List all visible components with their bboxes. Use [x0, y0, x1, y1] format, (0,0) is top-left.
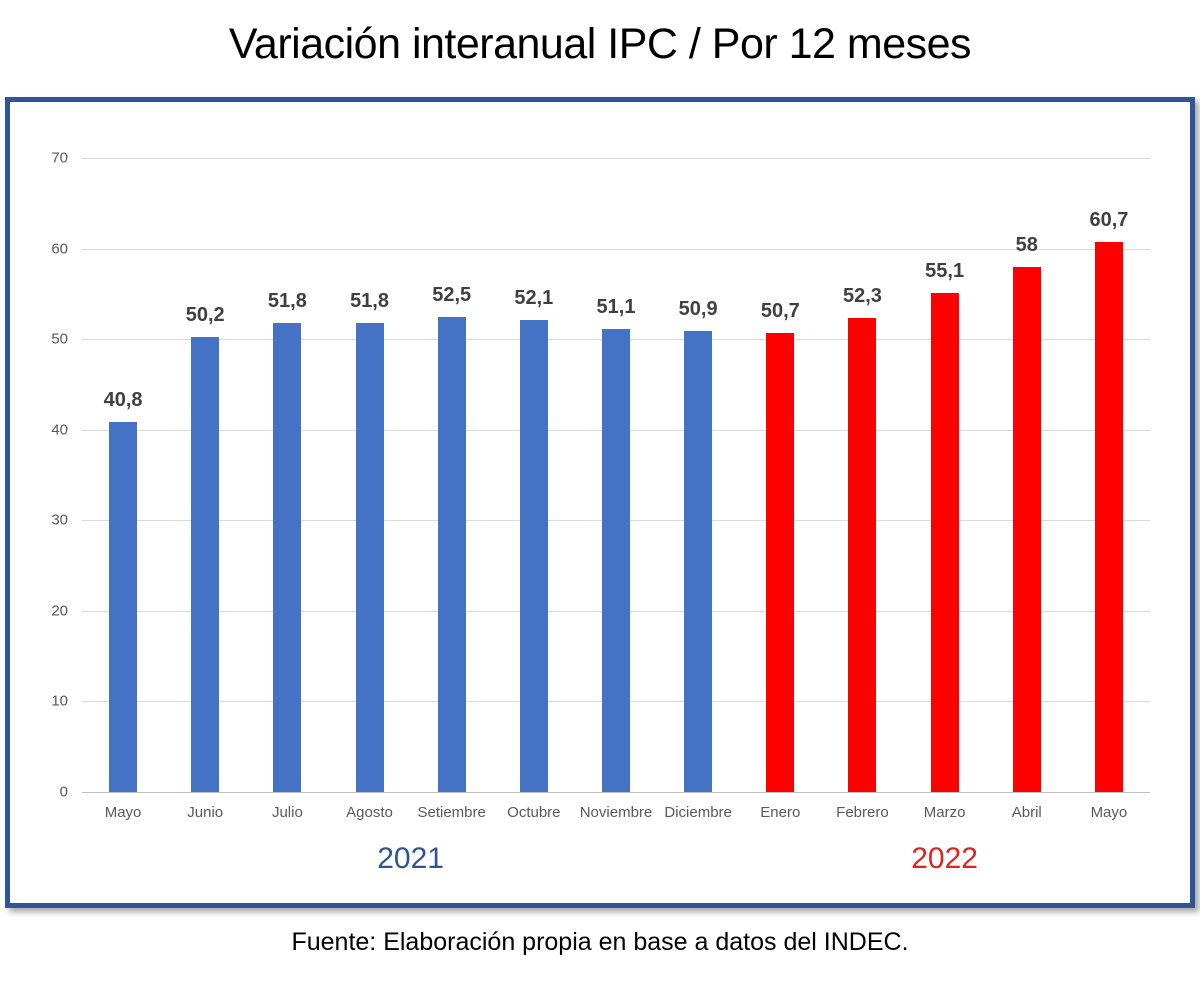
bar-2021-noviembre [602, 329, 630, 792]
bar-2021-julio [273, 322, 302, 792]
bar-2022-enero [766, 332, 795, 792]
bar-2022-abril [1012, 266, 1041, 792]
bar-2021-junio [191, 337, 220, 792]
year-group-label-2021: 2021 [377, 842, 444, 875]
bar-2022-mayo [1094, 242, 1123, 792]
bar-2021-setiembre [437, 316, 466, 792]
bar-value-label: 60,7 [1089, 209, 1129, 232]
x-axis-label: Agosto [346, 804, 393, 821]
x-axis-label: Marzo [923, 804, 966, 821]
bar-value-label: 50,7 [760, 299, 800, 322]
y-axis-tick-label: 40 [51, 421, 68, 439]
x-axis-label: Mayo [1090, 804, 1128, 821]
y-axis-tick-label: 20 [51, 602, 68, 620]
x-axis-label: Mayo [104, 804, 142, 821]
bar-value-label: 55,1 [925, 259, 965, 282]
bar-value-label: 51,8 [350, 289, 389, 312]
chart-title: Variación interanual IPC / Por 12 meses [228, 20, 972, 68]
bar-2021-agosto [355, 322, 384, 792]
y-axis-tick-label: 0 [59, 783, 68, 801]
bar-2021-octubre [519, 320, 548, 792]
x-axis-label: Abril [1011, 804, 1042, 821]
bar-value-label: 52,5 [432, 283, 472, 306]
bar-2021-mayo [109, 422, 138, 792]
y-axis-tick-label: 70 [51, 149, 68, 167]
bar-value-label: 50,2 [185, 304, 225, 327]
bar-2021-diciembre [684, 330, 713, 792]
y-axis-tick-label: 60 [51, 240, 68, 258]
x-axis-label: Setiembre [417, 804, 486, 821]
bar-value-label: 40,8 [103, 389, 143, 412]
gridline [82, 248, 1150, 250]
x-axis-label: Diciembre [664, 804, 732, 821]
plot-area: 0 10 20 30 40 50 60 70 40,8 Mayo 50,2 Junio 51,8 Juli… [51, 150, 1150, 875]
bar-value-label: 58 [1015, 233, 1038, 256]
x-axis-label: Noviembre [579, 804, 653, 821]
x-axis-label: Enero [760, 804, 801, 821]
x-axis-label: Febrero [836, 804, 889, 821]
bar-2022-febrero [848, 318, 877, 792]
bar-value-label: 51,8 [267, 289, 307, 312]
x-axis-label: Junio [187, 804, 224, 821]
year-group-label-2022: 2022 [911, 842, 978, 875]
chart-frame: 0 10 20 30 40 50 60 70 40,8 Mayo 50,2 Junio 51,8 Juli… [5, 97, 1195, 908]
source-note: Fuente: Elaboración propia en base a dat… [291, 928, 909, 956]
x-axis-label: Julio [271, 804, 303, 821]
bar-value-label: 50,9 [678, 297, 718, 320]
x-axis-label: Octubre [507, 804, 561, 821]
bar-value-label: 52,3 [842, 285, 882, 308]
bar-value-label: 51,1 [596, 296, 636, 319]
y-axis-tick-label: 30 [51, 511, 68, 529]
x-axis-line [82, 792, 1150, 793]
bar-value-label: 52,1 [514, 287, 554, 310]
y-axis-tick-label: 50 [51, 330, 68, 348]
bar-2022-marzo [930, 292, 959, 792]
gridline [82, 158, 1150, 159]
y-axis-tick-label: 10 [51, 692, 68, 710]
